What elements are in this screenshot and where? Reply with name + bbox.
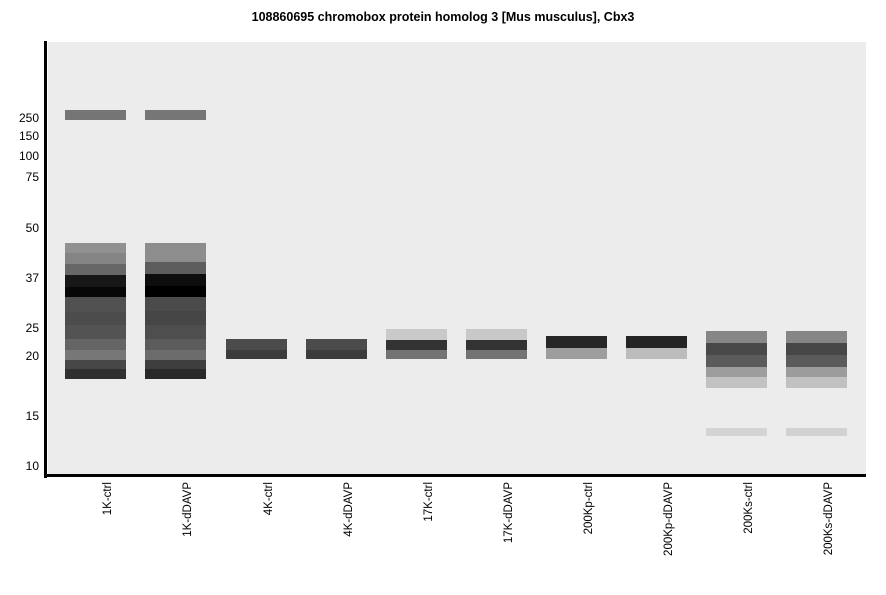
gel-band: [65, 297, 126, 312]
x-tick-label-1k-ctrl: 1K-ctrl: [101, 482, 114, 516]
gel-lane: [466, 42, 527, 474]
gel-band: [306, 350, 367, 359]
gel-band: [145, 369, 206, 379]
gel-band: [145, 360, 206, 369]
x-tick-label-4k-ddavp: 4K-dDAVP: [342, 482, 355, 537]
gel-band: [65, 275, 126, 287]
gel-band: [786, 343, 847, 355]
gel-band: [145, 297, 206, 311]
y-axis-tick-labels: 250 150 100 75 50 37 25 20 15 10: [0, 0, 45, 595]
y-tick-label: 20: [25, 349, 39, 363]
y-tick-label: 75: [25, 170, 39, 184]
gel-band: [226, 350, 287, 359]
gel-band: [65, 339, 126, 350]
gel-lane: [546, 42, 607, 474]
gel-band: [65, 264, 126, 275]
y-tick-label: 250: [18, 111, 39, 125]
gel-band: [145, 311, 206, 325]
gel-lane: [386, 42, 447, 474]
gel-band: [226, 339, 287, 350]
gel-lane: [786, 42, 847, 474]
gel-lane: [145, 42, 206, 474]
y-axis-line: [44, 41, 47, 478]
x-tick-label-17k-ctrl: 17K-ctrl: [422, 482, 435, 522]
gel-band: [546, 348, 607, 359]
gel-plot-area: [48, 42, 866, 474]
gel-band: [65, 325, 126, 339]
y-tick-label: 15: [25, 409, 39, 423]
gel-band: [65, 243, 126, 253]
gel-band: [145, 243, 206, 262]
gel-band: [466, 350, 527, 359]
gel-band: [65, 287, 126, 297]
gel-lane: [65, 42, 126, 474]
gel-band: [65, 253, 126, 264]
gel-lane: [306, 42, 367, 474]
gel-band: [626, 348, 687, 359]
gel-band: [626, 336, 687, 348]
gel-band: [466, 329, 527, 340]
gel-band: [145, 286, 206, 297]
gel-band: [706, 331, 767, 343]
x-tick-label-17k-ddavp: 17K-dDAVP: [502, 482, 515, 544]
gel-band: [466, 340, 527, 350]
gel-band: [786, 331, 847, 343]
x-axis-line: [44, 474, 866, 477]
gel-band: [706, 355, 767, 367]
gel-band: [145, 339, 206, 350]
gel-band: [706, 377, 767, 388]
gel-lane: [226, 42, 287, 474]
gel-band: [65, 312, 126, 325]
gel-band: [386, 340, 447, 350]
gel-band: [786, 355, 847, 367]
gel-band: [145, 325, 206, 339]
gel-band: [386, 350, 447, 359]
y-tick-label: 150: [18, 129, 39, 143]
x-tick-label-1k-ddavp: 1K-dDAVP: [181, 482, 194, 537]
y-tick-label: 100: [18, 149, 39, 163]
gel-band: [65, 369, 126, 379]
gel-lane: [706, 42, 767, 474]
gel-band: [786, 428, 847, 436]
gel-band: [706, 428, 767, 436]
gel-band: [786, 377, 847, 388]
y-tick-label: 25: [25, 321, 39, 335]
gel-band: [145, 350, 206, 360]
x-tick-label-4k-ctrl: 4K-ctrl: [262, 482, 275, 516]
gel-band: [306, 339, 367, 350]
x-tick-label-200kp-ddavp: 200Kp-dDAVP: [662, 482, 675, 556]
page-title: 108860695 chromobox protein homolog 3 [M…: [251, 10, 635, 24]
gel-band: [546, 336, 607, 348]
gel-band: [706, 343, 767, 355]
gel-lane: [626, 42, 687, 474]
gel-band: [786, 367, 847, 377]
gel-band: [145, 274, 206, 286]
gel-band: [145, 262, 206, 274]
gel-band: [65, 350, 126, 360]
gel-band: [145, 110, 206, 120]
gel-band: [386, 329, 447, 340]
gel-band: [65, 360, 126, 369]
y-tick-label: 50: [25, 221, 39, 235]
x-tick-label-200kp-ctrl: 200Kp-ctrl: [582, 482, 595, 535]
y-tick-label: 37: [25, 271, 39, 285]
x-tick-label-200ks-ddavp: 200Ks-dDAVP: [822, 482, 835, 556]
gel-band: [706, 367, 767, 377]
y-tick-label: 10: [25, 459, 39, 473]
x-tick-label-200ks-ctrl: 200Ks-ctrl: [742, 482, 755, 534]
gel-band: [65, 110, 126, 120]
